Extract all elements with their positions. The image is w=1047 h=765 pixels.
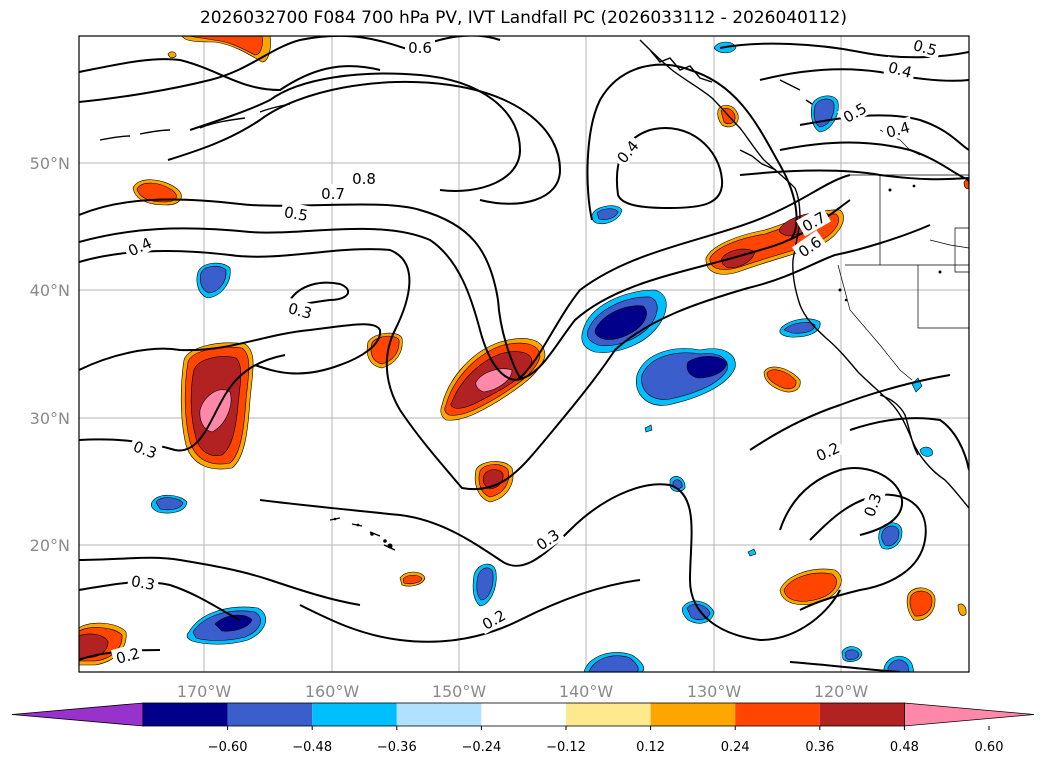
latitude-labels: 50°N 40°N 30°N 20°N	[30, 154, 70, 555]
svg-text:0.5: 0.5	[911, 36, 939, 60]
colorbar-swatch	[481, 703, 566, 726]
colorbar-max-extension	[904, 702, 1035, 727]
map-frame	[78, 35, 970, 673]
contour-label: 0.7	[318, 184, 348, 203]
longitude-label: 130°W	[687, 682, 742, 701]
map-title: 2026032700 F084 700 hPa PV, IVT Landfall…	[199, 8, 847, 28]
contour-label: 0.5	[908, 34, 943, 60]
longitude-label: 140°W	[559, 682, 614, 701]
colorbar-tick-label: −0.24	[461, 740, 501, 755]
colorbar-swatch	[735, 703, 820, 726]
colorbar-tick-label: −0.12	[546, 740, 586, 755]
contour-label: 0.4	[880, 116, 915, 142]
colorbar-swatch	[650, 703, 736, 726]
colorbar-tick-label: 0.60	[975, 740, 1004, 755]
svg-text:0.6: 0.6	[408, 39, 432, 57]
colorbar: −0.60 −0.48 −0.36 −0.24 −0.12 0.12 0.24 0.36 0.4…	[11, 702, 1035, 755]
colorbar-tick-label: −0.60	[208, 740, 248, 755]
svg-text:0.3: 0.3	[286, 299, 314, 323]
negative-ivt-anomalies	[150, 41, 933, 672]
contour-label: 0.3	[126, 570, 160, 594]
svg-text:0.2: 0.2	[114, 644, 142, 668]
latitude-label: 30°N	[30, 409, 70, 428]
latitude-label: 20°N	[30, 536, 70, 555]
contour-labels: 0.6 0.50.40.40.50.40.80.70.50.40.70.60.30…	[110, 34, 943, 668]
svg-text:0.3: 0.3	[130, 572, 157, 594]
svg-text:0.4: 0.4	[884, 118, 912, 142]
contour-label: 0.2	[110, 642, 145, 668]
colorbar-swatch	[566, 703, 651, 726]
colorbar-swatch	[312, 703, 397, 726]
contour-label: 0.3	[283, 297, 318, 323]
colorbar-tick-label: −0.48	[292, 740, 332, 755]
svg-text:0.4: 0.4	[886, 58, 914, 82]
colorbar-swatch	[819, 703, 905, 726]
colorbar-swatch	[227, 703, 313, 726]
longitude-labels: 170°W 160°W 150°W 140°W 130°W 120°W	[177, 682, 869, 701]
longitude-label: 120°W	[814, 682, 869, 701]
longitude-label: 170°W	[177, 682, 232, 701]
longitude-label: 150°W	[432, 682, 487, 701]
contour-label: 0.4	[883, 56, 918, 82]
contour-label: 0.8	[349, 169, 379, 188]
colorbar-swatch	[143, 703, 228, 726]
colorbar-tick-label: 0.48	[890, 740, 919, 755]
latitude-label: 50°N	[30, 154, 70, 173]
colorbar-tick-label: 0.12	[636, 740, 665, 755]
svg-text:0.5: 0.5	[283, 203, 310, 225]
colorbar-frame	[142, 702, 905, 727]
longitude-label: 160°W	[305, 682, 360, 701]
latitude-label: 40°N	[30, 281, 70, 300]
colorbar-tick-label: 0.24	[721, 740, 750, 755]
svg-text:0.7: 0.7	[321, 185, 345, 203]
contour-label: 0.6	[405, 38, 435, 57]
contour-label: 0.5	[279, 201, 313, 225]
islands	[333, 184, 942, 549]
colorbar-tick-label: −0.36	[377, 740, 417, 755]
colorbar-swatch	[396, 703, 482, 726]
svg-text:0.8: 0.8	[352, 170, 376, 188]
colorbar-tick-label: 0.36	[805, 740, 834, 755]
colorbar-min-extension	[11, 702, 144, 727]
